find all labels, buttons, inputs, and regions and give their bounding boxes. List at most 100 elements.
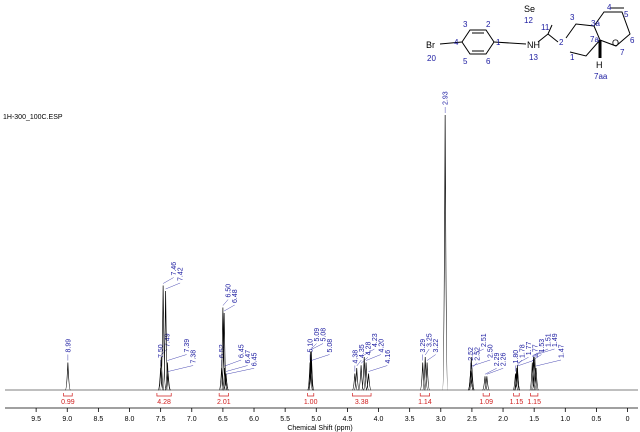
atom-number: 7a <box>590 35 599 44</box>
peak <box>307 351 314 391</box>
atom-number: 3a <box>591 19 600 28</box>
atom-number: 5 <box>463 57 468 66</box>
bond <box>439 41 463 45</box>
label-leader <box>356 359 362 367</box>
peak <box>160 285 166 391</box>
atom-number: 12 <box>524 16 533 25</box>
atom-number: 5 <box>624 10 629 19</box>
label-leader <box>364 348 375 356</box>
peak-label: 1.77 <box>532 344 539 358</box>
pyrrolidine <box>565 23 601 57</box>
x-tick-label: 7.5 <box>156 416 166 423</box>
peak-label: 7.49 <box>165 333 172 347</box>
label-leader <box>486 368 504 375</box>
peak-label: 3.29 <box>420 339 427 353</box>
peak <box>419 362 426 391</box>
label-leader <box>484 368 497 375</box>
x-tick-label: 3.5 <box>405 416 415 423</box>
peak-label: 4.28 <box>365 342 372 356</box>
label-leader <box>225 368 255 375</box>
peak-label: 7.46 <box>171 262 178 276</box>
peak-label: 2.52 <box>475 347 482 361</box>
label-leader <box>517 357 529 364</box>
integral-label: 1.14 <box>418 399 432 406</box>
peak <box>220 307 226 391</box>
peak <box>422 356 429 391</box>
peak-label: 7.39 <box>184 339 191 353</box>
peak-label: 7.42 <box>178 267 185 281</box>
peak <box>513 367 520 391</box>
peak <box>164 362 171 391</box>
peak-label: 2.29 <box>494 353 501 367</box>
integral-bracket <box>530 393 539 397</box>
atom-number: 7 <box>620 48 625 57</box>
peak <box>65 362 71 391</box>
integral-label: 1.00 <box>304 399 318 406</box>
integral-label: 1.09 <box>479 399 493 406</box>
peak-label: 7.38 <box>191 350 198 364</box>
integral-bracket <box>156 393 172 397</box>
integral-label: 4.28 <box>157 399 171 406</box>
x-tick-label: 0 <box>626 416 630 423</box>
x-tick-label: 0.5 <box>592 416 602 423</box>
peak <box>530 356 537 391</box>
atom-number: 1 <box>570 53 575 62</box>
bond <box>537 33 549 43</box>
peak <box>352 373 358 391</box>
atom-number: 20 <box>427 54 436 63</box>
label-leader <box>225 365 248 372</box>
x-tick-label: 5.5 <box>280 416 290 423</box>
x-tick-label: 8.0 <box>125 416 135 423</box>
peak-label: 2.51 <box>481 333 488 347</box>
atom-number: 3 <box>570 13 575 22</box>
integral-label: 1.15 <box>527 399 541 406</box>
integral-bracket <box>419 393 430 397</box>
atom-number: 2 <box>559 38 564 47</box>
x-tick-label: 9.0 <box>62 416 72 423</box>
peak-label: 6.48 <box>232 289 239 303</box>
peak-label: 5.09 <box>314 328 321 342</box>
integral-bracket <box>218 393 229 397</box>
integral-label: 1.15 <box>510 399 524 406</box>
peak-label: 1.80 <box>513 350 520 364</box>
peak-label: 3.22 <box>433 339 440 353</box>
x-tick-label: 4.0 <box>374 416 384 423</box>
x-tick-label: 2.5 <box>467 416 477 423</box>
peak-label: 3.25 <box>427 333 434 347</box>
structure <box>439 7 631 58</box>
peak-label: 6.50 <box>226 284 233 298</box>
x-tick-label: 7.0 <box>187 416 197 423</box>
label-leader <box>224 359 242 367</box>
peak-label: 1.47 <box>558 344 565 358</box>
peak-label: 5.08 <box>327 339 334 353</box>
peak-label: 2.26 <box>501 353 508 367</box>
bond <box>493 41 527 45</box>
peak <box>361 356 368 391</box>
peak-label: 1.77 <box>526 342 533 356</box>
atom-label: NH <box>527 40 540 50</box>
peak-label: 6.52 <box>219 344 226 358</box>
peak <box>482 376 488 391</box>
label-leader <box>426 354 436 361</box>
peak <box>363 362 369 391</box>
peak-label: 4.38 <box>352 350 359 364</box>
label-leader <box>168 365 194 372</box>
integral-bracket <box>482 393 490 397</box>
integral-label: 3.38 <box>355 399 369 406</box>
atom-number: 13 <box>529 53 538 62</box>
label-leader <box>311 343 324 350</box>
atom-label: Br <box>426 40 435 50</box>
x-tick-label: 8.5 <box>94 416 104 423</box>
peak-label: 2.50 <box>488 344 495 358</box>
x-tick-label: 6.5 <box>218 416 228 423</box>
bond <box>547 24 553 35</box>
peak <box>424 362 430 391</box>
peak <box>158 356 165 391</box>
x-tick-label: 1.0 <box>560 416 570 423</box>
x-axis-label: Chemical Shift (ppm) <box>287 425 352 432</box>
integral-bracket <box>307 393 315 397</box>
label-leader <box>471 348 484 356</box>
peak-label: 1.78 <box>519 344 526 358</box>
peak-label: 7.50 <box>158 344 165 358</box>
peak-label: 4.20 <box>378 339 385 353</box>
